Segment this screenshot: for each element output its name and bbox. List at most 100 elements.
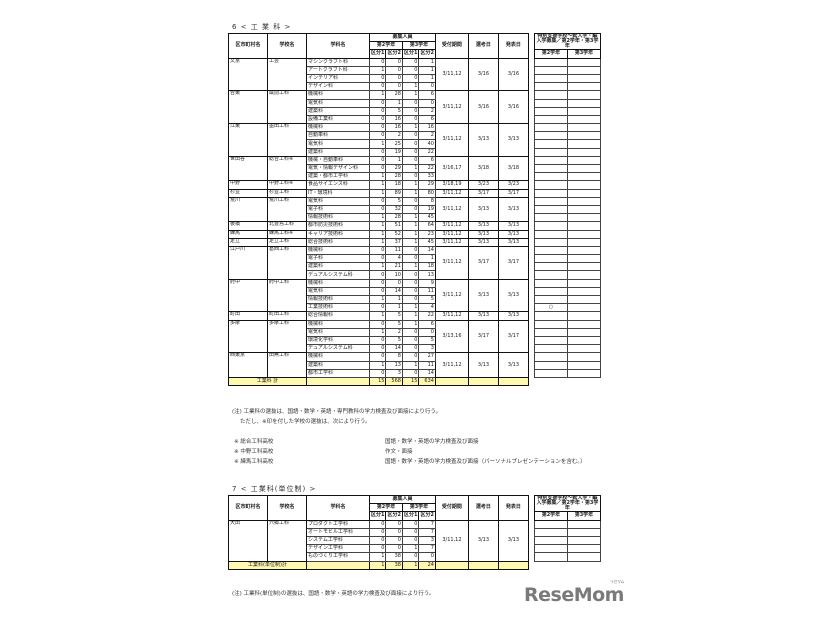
capacity-cell: 1	[401, 303, 420, 313]
header-kubun: 区分1	[401, 511, 420, 521]
capacity-cell: 28	[385, 172, 403, 182]
capacity-cell: 1	[418, 65, 436, 75]
capacity-cell: 0	[401, 155, 420, 166]
capacity-cell: 89	[385, 188, 403, 198]
capacity-cell: 7	[418, 544, 436, 554]
table-row: 荒川 荒川工科 電気科 0 5 0 8 3/11,12 3/13 3/13	[228, 196, 601, 223]
table-row: 情報技術科 1 28 1 45	[229, 213, 601, 223]
header-announce: 発表日	[497, 495, 529, 521]
capacity-cell: 16	[385, 114, 403, 125]
course-cell: 環境化学科	[306, 335, 370, 346]
capacity-cell: 0	[385, 527, 403, 537]
right-box-cell	[533, 552, 568, 562]
right-box-cell	[566, 204, 601, 215]
capacity-cell: 0	[368, 335, 387, 346]
reception-cell: 3/11,12	[434, 57, 469, 92]
capacity-cell: 80	[418, 188, 436, 198]
reception-cell: 3/11,12	[434, 519, 469, 562]
capacity-cell: 0	[401, 57, 420, 67]
capacity-cell: 38	[385, 552, 403, 562]
reception-cell: 3/11,12	[434, 352, 469, 378]
capacity-cell: 0	[401, 196, 420, 206]
capacity-cell: 6	[418, 155, 436, 166]
header-exam-date: 選考日	[467, 495, 499, 521]
capacity-cell: 3	[385, 368, 403, 378]
district-cell: 文京	[228, 57, 268, 92]
course-cell: 電気・情報デザイン科	[306, 163, 370, 174]
capacity-cell: 1	[368, 311, 387, 321]
school-cell: 墨田工科	[267, 123, 307, 157]
table-row: 足立 足立工科 総合技術科 1 37 1 45 3/11,12 3/13 3/13	[228, 237, 601, 247]
right-box-cell	[566, 335, 601, 346]
capacity-cell: 0	[418, 552, 436, 562]
capacity-cell: 0	[401, 286, 420, 297]
reception-cell: 3/11,12	[434, 188, 469, 198]
course-cell: 機械科	[306, 278, 370, 288]
capacity-cell: 1	[368, 139, 387, 149]
capacity-cell: 4	[418, 303, 436, 313]
header-grade3: 第3学年	[401, 503, 436, 513]
capacity-cell: 0	[368, 131, 387, 141]
capacity-cell: 1	[401, 82, 420, 92]
reception-cell: 3/11,12	[434, 237, 469, 247]
capacity-cell: 1	[401, 221, 420, 231]
capacity-cell: 0	[368, 123, 387, 133]
table-row: 町田 町田工科 総合情報科 1 5 1 22 3/11,12 3/13 3/13	[228, 311, 601, 321]
capacity-cell: 18	[385, 180, 403, 190]
announce-cell: 3/17	[497, 319, 529, 354]
school-cell: 練馬工科※	[267, 229, 307, 239]
capacity-cell: 0	[368, 147, 387, 157]
table-cell	[467, 376, 499, 387]
capacity-cell: 0	[401, 294, 420, 305]
capacity-cell: 45	[418, 237, 436, 247]
capacity-cell: 1	[401, 123, 420, 133]
header-kubun: 区分1	[401, 49, 420, 59]
special-method: 作文・面接	[385, 449, 413, 455]
district-cell: 中野	[228, 180, 268, 190]
right-box-cell	[533, 65, 568, 75]
right-box-cell	[566, 221, 601, 231]
right-box-cell	[566, 180, 601, 190]
announce-cell: 3/16	[497, 90, 529, 125]
capacity-cell: 0	[401, 327, 420, 337]
district-cell: 荒川	[228, 196, 268, 223]
course-cell: 建築科	[306, 360, 370, 370]
right-box-cell	[566, 90, 601, 100]
header-kubun: 区分2	[418, 511, 436, 521]
capacity-cell: 0	[368, 278, 387, 288]
header-right-grade2: 第2学年	[533, 49, 568, 59]
capacity-cell: 3	[418, 344, 436, 354]
capacity-cell: 0	[368, 155, 387, 166]
capacity-cell: 64	[418, 221, 436, 231]
header-exam-date: 選考日	[467, 33, 499, 59]
capacity-cell: 16	[418, 123, 436, 133]
capacity-cell: 0	[401, 114, 420, 125]
right-box-cell	[566, 82, 601, 92]
capacity-cell: 1	[401, 544, 420, 554]
course-cell: 食品サイエンス科	[306, 180, 370, 190]
right-box-cell	[566, 368, 601, 378]
table-cell	[497, 560, 529, 570]
exam-date-cell: 3/13	[467, 311, 499, 321]
right-box-cell	[533, 82, 568, 92]
right-box-cell	[566, 527, 601, 537]
capacity-cell: 13	[385, 360, 403, 370]
capacity-cell: 0	[368, 344, 387, 354]
right-box-cell	[566, 123, 601, 133]
district-cell: 杉並	[228, 188, 268, 198]
header-kubun: 区分2	[418, 49, 436, 59]
capacity-cell: 10	[385, 270, 403, 280]
right-box-cell: ○	[533, 303, 568, 313]
course-cell: 機械科	[306, 90, 370, 100]
capacity-cell: 0	[401, 131, 420, 141]
capacity-cell: 0	[385, 82, 403, 92]
header-capacity: 募集人員	[369, 32, 436, 43]
exam-date-cell: 3/13	[467, 278, 499, 313]
capacity-cell: 0	[401, 335, 420, 346]
capacity-cell: 1	[401, 311, 420, 321]
right-box-cell	[533, 196, 568, 206]
header-kubun: 区分2	[385, 49, 403, 59]
exam-date-cell: 3/16	[467, 90, 499, 125]
capacity-cell: 1	[368, 221, 387, 231]
course-cell: 電気科	[306, 286, 370, 297]
